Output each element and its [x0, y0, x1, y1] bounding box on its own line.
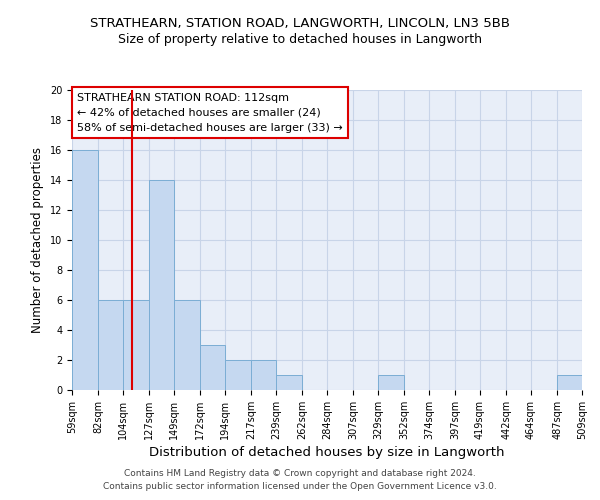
Bar [149, 180, 174, 390]
Bar [200, 345, 225, 390]
Bar [276, 375, 302, 390]
Text: STRATHEARN, STATION ROAD, LANGWORTH, LINCOLN, LN3 5BB: STRATHEARN, STATION ROAD, LANGWORTH, LIN… [90, 18, 510, 30]
Y-axis label: Number of detached properties: Number of detached properties [31, 147, 44, 333]
Bar [98, 300, 123, 390]
Text: Contains public sector information licensed under the Open Government Licence v3: Contains public sector information licen… [103, 482, 497, 491]
Bar [557, 375, 582, 390]
Bar [225, 360, 251, 390]
Text: STRATHEARN STATION ROAD: 112sqm
← 42% of detached houses are smaller (24)
58% of: STRATHEARN STATION ROAD: 112sqm ← 42% of… [77, 93, 343, 132]
Bar [378, 375, 404, 390]
Bar [123, 300, 149, 390]
Text: Contains HM Land Registry data © Crown copyright and database right 2024.: Contains HM Land Registry data © Crown c… [124, 468, 476, 477]
Bar [251, 360, 276, 390]
Text: Size of property relative to detached houses in Langworth: Size of property relative to detached ho… [118, 32, 482, 46]
Bar [174, 300, 200, 390]
Bar [72, 150, 98, 390]
X-axis label: Distribution of detached houses by size in Langworth: Distribution of detached houses by size … [149, 446, 505, 459]
